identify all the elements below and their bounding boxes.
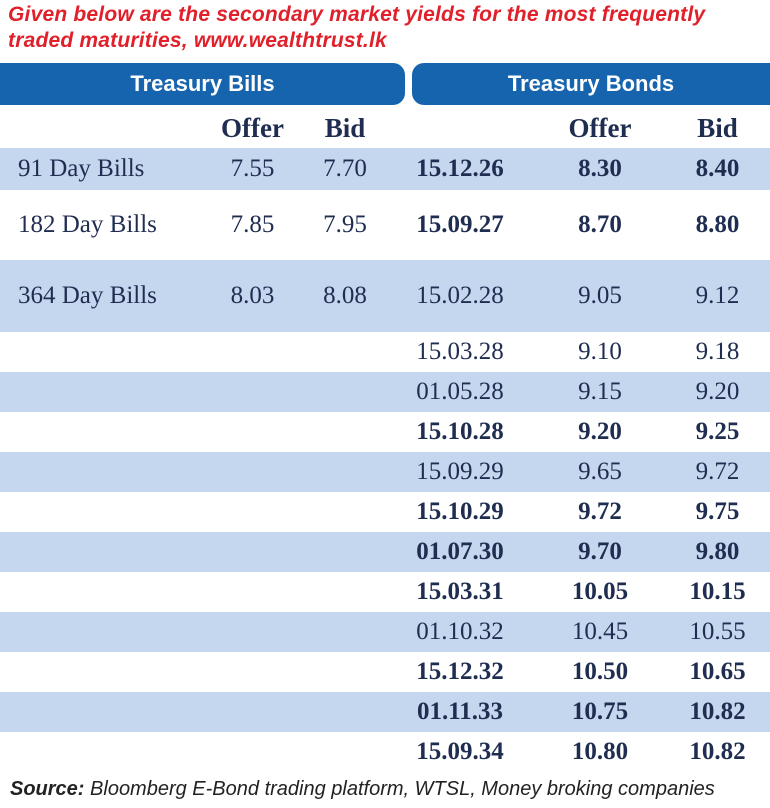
bills-tab: Treasury Bills bbox=[0, 63, 405, 105]
table-row: 91 Day Bills 7.55 7.70 15.12.26 8.30 8.40 bbox=[0, 148, 770, 190]
bond-bid: 9.80 bbox=[695, 538, 740, 565]
bond-bid: 10.65 bbox=[689, 658, 746, 685]
bond-bid: 10.55 bbox=[689, 618, 746, 645]
bond-offer: 8.70 bbox=[578, 211, 622, 238]
table-row: 01.11.33 10.75 10.82 bbox=[0, 692, 770, 732]
table-row: 15.10.29 9.72 9.75 bbox=[0, 492, 770, 532]
bond-bid: 8.40 bbox=[695, 155, 740, 182]
column-header: Offer bbox=[568, 112, 632, 143]
bond-bid: 10.82 bbox=[689, 698, 746, 725]
table-row: 15.03.31 10.05 10.15 bbox=[0, 572, 770, 612]
bond-date: 01.07.30 bbox=[416, 538, 504, 565]
bond-offer: 8.30 bbox=[578, 155, 622, 182]
bill-bid: 7.95 bbox=[323, 211, 367, 238]
bond-offer: 9.05 bbox=[578, 282, 622, 309]
bond-date: 15.10.29 bbox=[416, 498, 504, 525]
bill-label: 91 Day Bills bbox=[18, 155, 145, 182]
bond-offer: 10.80 bbox=[571, 738, 629, 765]
bonds-tab: Treasury Bonds bbox=[412, 63, 770, 105]
bond-bid: 9.20 bbox=[695, 378, 740, 405]
table-row: 01.10.32 10.45 10.55 bbox=[0, 612, 770, 652]
bond-date: 15.09.34 bbox=[416, 738, 504, 765]
bond-bid: 9.25 bbox=[695, 418, 740, 445]
bond-offer: 10.05 bbox=[571, 578, 629, 605]
column-header: Offer bbox=[221, 112, 284, 143]
bond-offer: 10.45 bbox=[571, 618, 629, 645]
bill-bid: 7.70 bbox=[323, 155, 367, 182]
bond-offer: 9.72 bbox=[578, 498, 622, 525]
bond-date: 01.10.32 bbox=[416, 618, 504, 645]
bond-date: 15.09.27 bbox=[416, 211, 504, 238]
bond-bid: 9.72 bbox=[695, 458, 740, 485]
bond-date: 15.02.28 bbox=[416, 282, 504, 309]
table-row: 15.09.34 10.80 10.82 bbox=[0, 732, 770, 772]
bond-date: 01.05.28 bbox=[416, 378, 504, 405]
table-row: 182 Day Bills 7.85 7.95 15.09.27 8.70 8.80 bbox=[0, 190, 770, 260]
bond-offer: 9.15 bbox=[578, 378, 622, 405]
bond-bid: 10.82 bbox=[689, 738, 746, 765]
table-row: 01.07.30 9.70 9.80 bbox=[0, 532, 770, 572]
bond-date: 15.12.26 bbox=[416, 155, 504, 182]
table-row: 15.12.32 10.50 10.65 bbox=[0, 652, 770, 692]
bond-offer: 9.10 bbox=[578, 338, 622, 365]
bill-label: 182 Day Bills bbox=[18, 211, 157, 238]
bond-date: 01.11.33 bbox=[416, 698, 504, 725]
bill-label: 364 Day Bills bbox=[18, 282, 157, 309]
bond-bid: 9.12 bbox=[695, 282, 740, 309]
bill-bid: 8.08 bbox=[323, 282, 367, 309]
table-row: 15.10.28 9.20 9.25 bbox=[0, 412, 770, 452]
title: Given below are the secondary market yie… bbox=[8, 3, 706, 52]
bond-offer: 9.65 bbox=[578, 458, 622, 485]
bond-bid: 8.80 bbox=[695, 211, 740, 238]
bond-date: 15.03.31 bbox=[416, 578, 504, 605]
bond-offer: 9.70 bbox=[578, 538, 622, 565]
bill-offer: 7.55 bbox=[230, 155, 275, 182]
bond-bid: 9.75 bbox=[695, 498, 740, 525]
bond-offer: 9.20 bbox=[578, 418, 622, 445]
header-row: Offer Bid Offer Bid bbox=[0, 108, 770, 148]
bond-date: 15.09.29 bbox=[416, 458, 504, 485]
bill-offer: 8.03 bbox=[230, 282, 275, 309]
source-text: Bloomberg E-Bond trading platform, WTSL,… bbox=[90, 778, 715, 800]
bond-date: 15.10.28 bbox=[416, 418, 504, 445]
table-row: 364 Day Bills 8.03 8.08 15.02.28 9.05 9.12 bbox=[0, 260, 770, 332]
column-header: Bid bbox=[324, 112, 366, 143]
table-row: 15.03.28 9.10 9.18 bbox=[0, 332, 770, 372]
source: Source: Bloomberg E-Bond trading platfor… bbox=[10, 774, 715, 804]
bond-date: 15.12.32 bbox=[416, 658, 504, 685]
table-row: 15.09.29 9.65 9.72 bbox=[0, 452, 770, 492]
bond-date: 15.03.28 bbox=[416, 338, 504, 365]
table-row: 01.05.28 9.15 9.20 bbox=[0, 372, 770, 412]
column-header: Bid bbox=[697, 112, 738, 143]
bond-offer: 10.50 bbox=[571, 658, 629, 685]
bond-bid: 10.15 bbox=[689, 578, 746, 605]
bond-bid: 9.18 bbox=[695, 338, 740, 365]
source-label: Source: bbox=[10, 778, 85, 800]
bond-offer: 10.75 bbox=[571, 698, 629, 725]
bill-offer: 7.85 bbox=[230, 211, 275, 238]
